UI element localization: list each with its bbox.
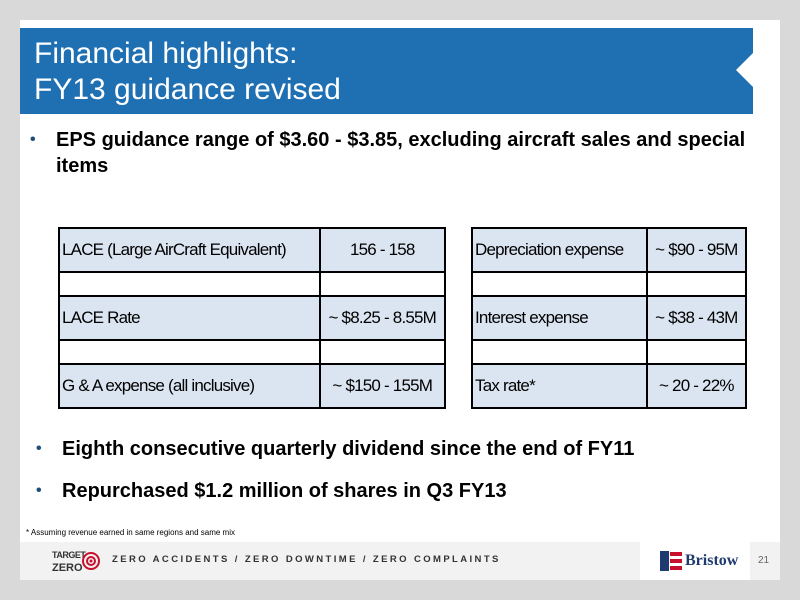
table-cell-label: G & A expense (all inclusive) xyxy=(58,363,321,409)
table-cell-label: LACE Rate xyxy=(58,295,321,341)
table-cell-value: ~ 20 - 22% xyxy=(645,363,748,409)
table-row: LACE (Large AirCraft Equivalent) 156 - 1… xyxy=(58,227,447,273)
table-cell-value: ~ $38 - 43M xyxy=(645,295,748,341)
table-spacer-cell xyxy=(58,339,321,365)
bullet-dividend-text: Eighth consecutive quarterly dividend si… xyxy=(62,438,635,460)
bullet-repurchase-text: Repurchased $1.2 million of shares in Q3… xyxy=(62,480,507,502)
footnote: * Assuming revenue earned in same region… xyxy=(26,528,235,537)
chevron-icon xyxy=(736,50,756,90)
table-cell-label: Interest expense xyxy=(471,295,648,341)
bullet-eps-text: EPS guidance range of $3.60 - $3.85, exc… xyxy=(56,129,746,177)
bullet-eps: • EPS guidance range of $3.60 - $3.85, e… xyxy=(30,127,756,179)
table-cell-label: LACE (Large AirCraft Equivalent) xyxy=(58,227,321,273)
title-line-2: FY13 guidance revised xyxy=(34,73,341,106)
footer-tagline: ZERO ACCIDENTS / ZERO DOWNTIME / ZERO CO… xyxy=(112,554,501,565)
title-line-1: Financial highlights: xyxy=(34,37,298,70)
page-number: 21 xyxy=(758,555,770,566)
bullet-repurchase: • Repurchased $1.2 million of shares in … xyxy=(36,478,762,504)
table-spacer-cell xyxy=(318,339,447,365)
table-spacer-cell xyxy=(471,271,648,297)
title-bar: Financial highlights: FY13 guidance revi… xyxy=(20,28,753,114)
guidance-table-left: LACE (Large AirCraft Equivalent) 156 - 1… xyxy=(58,227,447,409)
target-zero-logo-icon: TARGET ZERO xyxy=(52,550,100,574)
table-cell-value: ~ $90 - 95M xyxy=(645,227,748,273)
logo-text-bottom: ZERO xyxy=(52,562,83,574)
bristow-mark-icon xyxy=(660,551,682,571)
table-spacer-row xyxy=(58,271,447,297)
bullet-dividend: • Eighth consecutive quarterly dividend … xyxy=(36,436,762,462)
bristow-brand-name: Bristow xyxy=(685,552,739,569)
table-row: LACE Rate ~ $8.25 - 8.55M xyxy=(58,295,447,341)
table-cell-value: ~ $150 - 155M xyxy=(318,363,447,409)
table-spacer-row xyxy=(58,339,447,365)
table-row: Tax rate* ~ 20 - 22% xyxy=(471,363,748,409)
table-spacer-cell xyxy=(318,271,447,297)
table-row: G & A expense (all inclusive) ~ $150 - 1… xyxy=(58,363,447,409)
logo-text-top: TARGET xyxy=(52,550,86,560)
slide: Financial highlights: FY13 guidance revi… xyxy=(20,20,780,580)
table-spacer-cell xyxy=(645,339,748,365)
bullet-dot-icon: • xyxy=(30,131,36,148)
table-spacer-row xyxy=(471,339,748,365)
table-cell-label: Tax rate* xyxy=(471,363,648,409)
table-cell-value: 156 - 158 xyxy=(318,227,447,273)
footer: TARGET ZERO ZERO ACCIDENTS / ZERO DOWNTI… xyxy=(20,542,780,580)
table-spacer-row xyxy=(471,271,748,297)
table-cell-label: Depreciation expense xyxy=(471,227,648,273)
table-cell-value: ~ $8.25 - 8.55M xyxy=(318,295,447,341)
table-row: Depreciation expense ~ $90 - 95M xyxy=(471,227,748,273)
table-spacer-cell xyxy=(471,339,648,365)
table-spacer-cell xyxy=(645,271,748,297)
table-spacer-cell xyxy=(58,271,321,297)
guidance-table-right: Depreciation expense ~ $90 - 95M Interes… xyxy=(471,227,748,409)
table-row: Interest expense ~ $38 - 43M xyxy=(471,295,748,341)
bristow-logo: Bristow xyxy=(640,542,750,580)
bullet-dot-icon: • xyxy=(36,482,42,499)
bullet-dot-icon: • xyxy=(36,440,42,457)
